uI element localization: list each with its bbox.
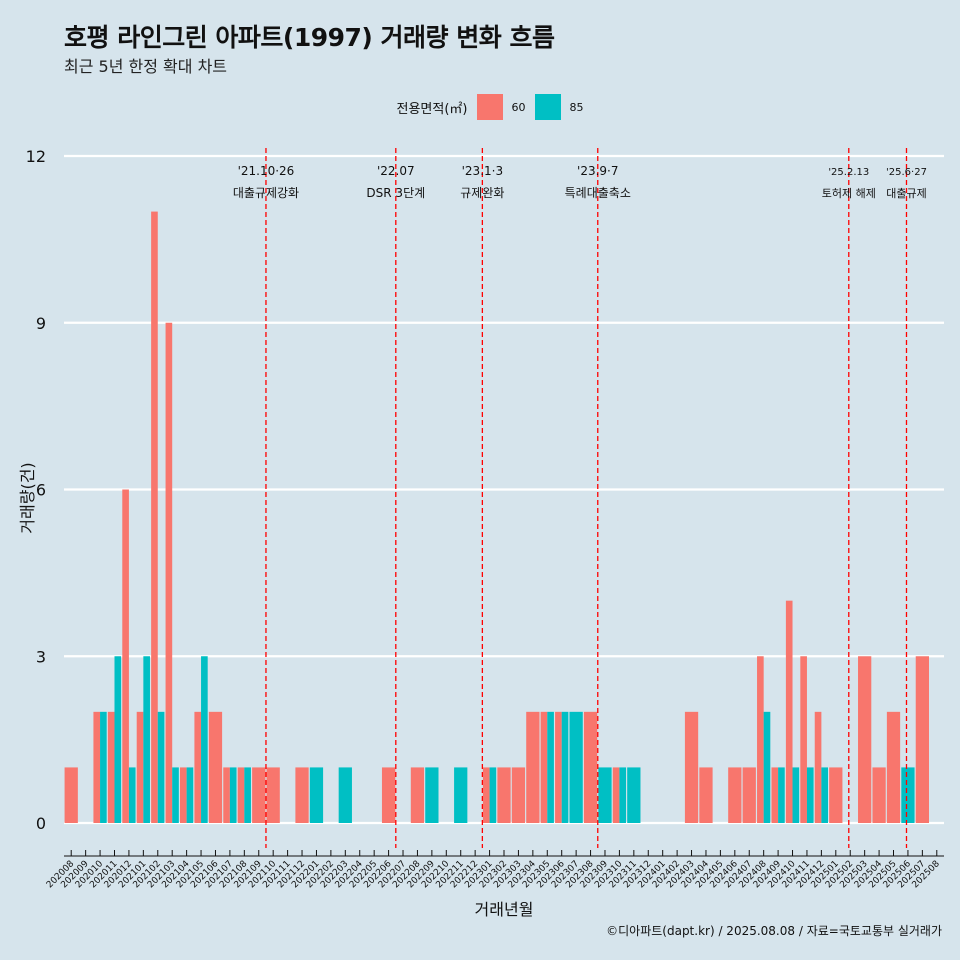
bar-60 [208,711,223,823]
bar-85 [763,711,771,823]
legend: 전용면적(㎡) 60 85 [0,92,960,122]
event-label: 규제완화 [460,186,504,200]
source-caption: ©디아파트(dapt.kr) / 2025.08.08 / 자료=국토교통부 실… [606,924,942,938]
bar-60 [179,767,187,823]
bar-85 [157,711,165,823]
bar-85 [598,767,612,823]
event-label: 특례대출축소 [565,186,631,200]
bar-85 [489,767,497,823]
bar-85 [172,767,179,823]
bar-60 [511,767,526,823]
bar-85 [244,767,251,823]
bar-85 [792,767,800,823]
bar-85 [821,767,829,823]
bar-85 [806,767,814,823]
event-date: '25.6·27 [886,167,927,178]
bar-60 [814,711,822,823]
event-label: 대출규제강화 [233,186,299,200]
bar-60 [295,767,309,823]
chart-subtitle: 최근 5년 한정 확대 차트 [64,57,228,76]
event-date: '21.10·26 [238,164,295,178]
bar-85 [778,767,785,823]
bar-85 [186,767,194,823]
event-date: '22.07 [377,164,415,178]
bar-60 [64,767,78,823]
bar-60 [915,656,929,823]
bar-85 [425,767,439,823]
bar-60 [886,711,901,823]
bar-60 [93,711,101,823]
bar-85 [201,656,208,823]
chart-title: 호평 라인그린 아파트(1997) 거래량 변화 흐름 [64,23,555,52]
bar-85 [143,656,150,823]
bar-60 [410,767,425,823]
bar-60 [728,767,742,823]
bar-60 [381,767,396,823]
bar-85 [128,767,136,823]
bar-60 [237,767,245,823]
event-label: 대출규제 [886,187,926,200]
bar-60 [482,767,490,823]
event-date: '25.2.13 [828,167,869,178]
bar-85 [561,711,569,823]
y-tick-label: 9 [36,314,46,333]
bar-85 [114,656,122,823]
bar-60 [151,211,158,824]
legend-title: 전용면적(㎡) [396,101,468,117]
bar-60 [555,711,562,823]
bar-60 [122,489,129,823]
bar-60 [540,711,548,823]
event-date: '23.9·7 [577,164,618,178]
bar-60 [771,767,779,823]
bar-60 [757,656,764,823]
bar-60 [583,711,598,823]
bar-85 [547,711,554,823]
bar-60 [612,767,620,823]
y-tick-label: 12 [26,147,46,166]
bar-60 [252,767,266,823]
event-label: DSR 3단계 [366,186,425,200]
bar-60 [223,767,230,823]
event-label: 토허제 해제 [822,186,876,200]
y-tick-label: 0 [36,814,46,833]
x-axis-label: 거래년월 [475,900,534,919]
bar-60 [526,711,540,823]
bar-85 [229,767,237,823]
bar-60 [165,322,173,823]
bar-60 [858,656,872,823]
legend-label-60: 60 [511,100,526,114]
bar-85 [627,767,641,823]
legend-swatch-60 [477,94,504,120]
y-tick-label: 3 [36,647,46,666]
bar-85 [100,711,107,823]
bar-60 [699,767,713,823]
bar-85 [309,767,324,823]
event-date: '23.1·3 [462,164,503,178]
bar-60 [266,767,280,823]
bar-85 [338,767,352,823]
bar-85 [454,767,468,823]
bar-60 [829,767,843,823]
bar-60 [194,711,202,823]
bar-85 [569,711,583,823]
bar-60 [136,711,144,823]
bar-60 [872,767,886,823]
bar-85 [619,767,627,823]
bar-60 [742,767,756,823]
legend-swatch-85 [535,94,562,120]
bar-60 [785,600,793,823]
bar-60 [497,767,511,823]
y-tick-label: 6 [36,481,46,500]
y-axis-label: 거래량(건) [18,462,37,533]
bar-85 [901,767,915,823]
bar-60 [800,656,807,823]
legend-label-85: 85 [569,100,584,114]
bar-60 [107,711,115,823]
bar-60 [684,711,699,823]
